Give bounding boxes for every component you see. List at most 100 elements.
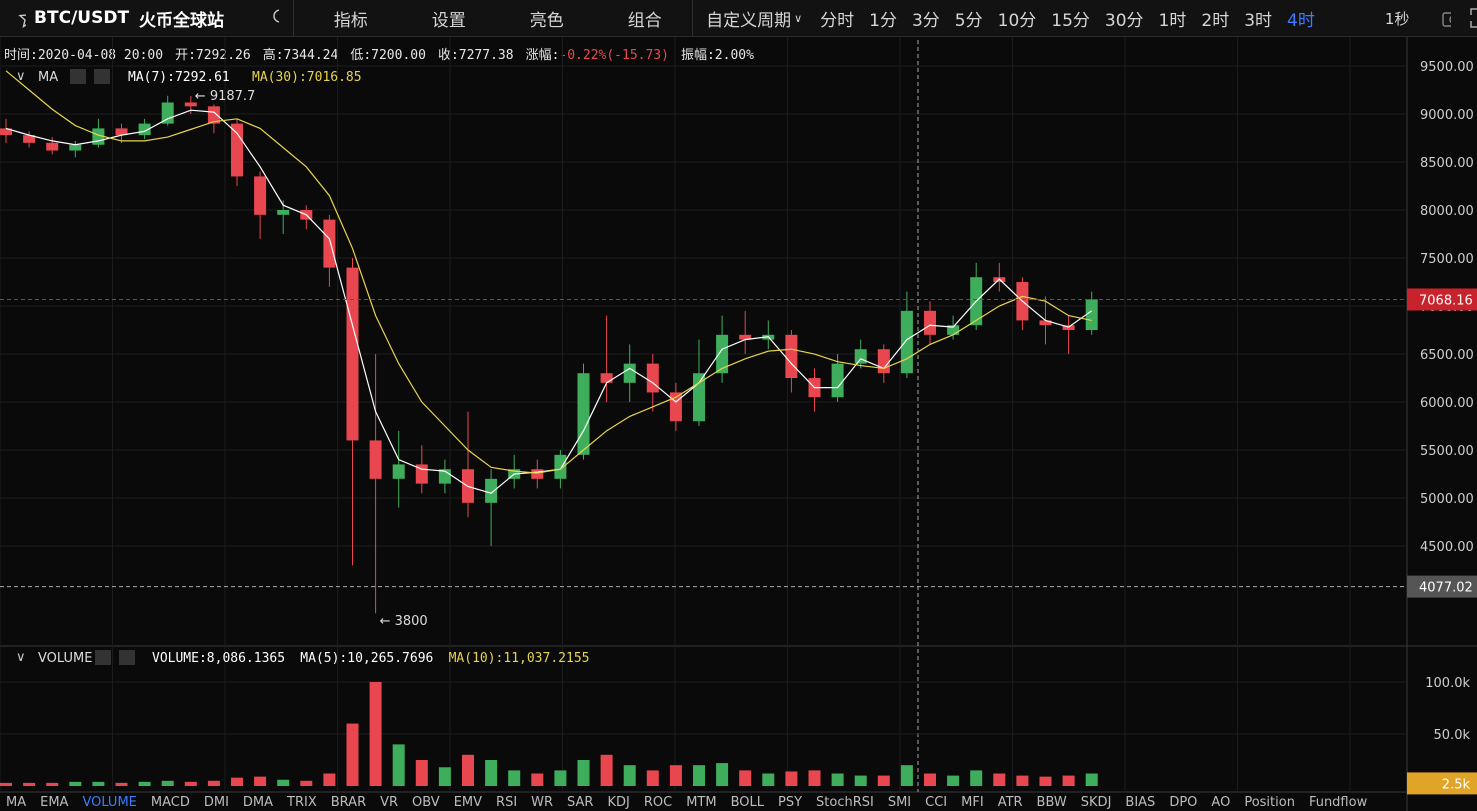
period[interactable]: 4时 [1287, 10, 1315, 31]
annotation: ← 3800 [380, 614, 428, 629]
tool-button[interactable]: 组合 [627, 10, 662, 31]
volume-bar [577, 759, 590, 786]
legend-icon [119, 650, 135, 665]
period[interactable]: 15分 [1051, 10, 1090, 31]
candle-body [1085, 299, 1098, 331]
indicator-tab[interactable]: RSI [496, 795, 518, 810]
tool-button[interactable]: 指标 [333, 10, 368, 31]
volume-bar [300, 780, 313, 786]
last-volume-box [1407, 772, 1477, 795]
indicator-tab[interactable]: CCI [925, 795, 948, 810]
period[interactable]: 3时 [1244, 10, 1273, 31]
candle-body [877, 349, 890, 374]
info-label: 低: [350, 48, 372, 63]
volume-bar [854, 775, 867, 786]
candle-body [115, 128, 128, 136]
indicator-tab[interactable]: DMI [203, 795, 229, 810]
period[interactable]: 分时 [820, 10, 855, 31]
candle-body [808, 378, 821, 398]
period[interactable]: 2时 [1201, 10, 1230, 31]
fullscreen-icon[interactable] [1469, 7, 1477, 29]
period[interactable]: 3分 [911, 10, 940, 31]
indicator-tab[interactable]: EMA [40, 795, 69, 810]
legend-icon [94, 69, 110, 84]
period[interactable]: 1分 [869, 10, 897, 31]
indicator-tab[interactable]: BRAR [330, 795, 367, 810]
indicator-tab[interactable]: SMI [887, 795, 912, 810]
crosshair-box [1407, 575, 1477, 598]
indicator-tab[interactable]: MACD [150, 795, 190, 810]
indicator-tab[interactable]: OBV [412, 795, 440, 810]
indicator-tab[interactable]: EMV [453, 795, 483, 810]
indicator-tab[interactable]: DMA [242, 795, 274, 810]
info-item: 低:7200.00 [350, 44, 426, 63]
period[interactable]: 5分 [954, 10, 983, 31]
y-tick-label: 7500.00 [1420, 252, 1474, 267]
crosshair-label: 4077.02 [1419, 581, 1473, 596]
info-value: 7277.38 [458, 48, 514, 63]
period[interactable]: 10分 [997, 10, 1037, 31]
indicator-tab[interactable]: BBW [1036, 795, 1067, 810]
indicator-tab[interactable]: PSY [777, 795, 803, 810]
volume-bar [785, 771, 798, 786]
period[interactable]: 30分 [1104, 10, 1144, 31]
search-icon[interactable] [272, 8, 280, 28]
info-item: 开:7292.26 [175, 44, 251, 63]
indicator-tab[interactable]: ATR [997, 795, 1023, 810]
tool-button[interactable]: 设置 [431, 10, 466, 31]
volume-bar [438, 767, 451, 786]
indicator-tab[interactable]: StochRSI [816, 795, 874, 810]
indicator-tab[interactable]: BOLL [730, 795, 764, 810]
indicator-tab[interactable]: KDJ [607, 795, 630, 810]
candle-body [646, 363, 659, 393]
tool-buttons: 指标 设置 亮色 组合 [308, 6, 662, 31]
indicator-tab[interactable]: MTM [686, 795, 717, 810]
indicator-tab[interactable]: WR [531, 795, 554, 810]
info-item: 振幅:2.00% [681, 44, 754, 63]
star-icon[interactable] [18, 7, 27, 29]
info-value: 7292.26 [195, 48, 251, 63]
indicator-tab[interactable]: SKDJ [1080, 795, 1112, 810]
symbol[interactable]: BTC/USDT [34, 8, 130, 28]
last-price-box [1407, 288, 1477, 311]
legend-title: VOLUME [38, 651, 92, 666]
candle-body [92, 128, 105, 145]
legend-item: VOLUME:8,086.1365 [152, 651, 285, 666]
indicator-tab[interactable]: VOLUME [82, 795, 137, 810]
legend-title: MA [38, 70, 58, 85]
volume-bar [46, 782, 59, 786]
ma-line [5, 70, 1092, 474]
custom-period[interactable]: 自定义周期 [706, 10, 792, 31]
y-tick-label: 6000.00 [1420, 396, 1474, 411]
indicator-tab[interactable]: Position [1244, 795, 1295, 810]
indicator-tab[interactable]: Fundflow [1308, 795, 1368, 810]
candle-body [947, 325, 960, 335]
candle-body [508, 469, 521, 479]
indicator-tab[interactable]: AO [1211, 795, 1231, 810]
period[interactable]: 1时 [1158, 10, 1187, 31]
volume-bar [277, 779, 290, 786]
volume-bar [231, 777, 243, 786]
candle-body [716, 334, 729, 374]
volume-bar [1062, 775, 1075, 786]
indicator-tab[interactable]: TRIX [287, 795, 317, 810]
indicator-tab[interactable]: MA [6, 795, 27, 810]
indicator-tab[interactable]: BIAS [1125, 795, 1156, 810]
indicator-tab[interactable]: ROC [643, 795, 673, 810]
candle-body [785, 334, 798, 379]
candle-body [831, 363, 844, 398]
candle-body [23, 135, 36, 143]
indicator-tab[interactable]: MFI [961, 795, 984, 810]
candle-body [554, 454, 567, 479]
tool-button[interactable]: 亮色 [529, 10, 564, 31]
legend-icon [95, 650, 111, 665]
legend-item: MA(10):11,037.2155 [449, 651, 590, 666]
indicator-tab[interactable]: SAR [567, 795, 594, 810]
camera-icon[interactable] [1441, 8, 1451, 28]
candle-body [854, 349, 867, 364]
indicator-tab[interactable]: VR [380, 795, 399, 810]
indicator-tab[interactable]: DPO [1169, 795, 1198, 810]
refresh[interactable]: 1秒 [1384, 9, 1410, 28]
info-label: 时间: [4, 48, 38, 63]
legend-toggle: ∨ [16, 650, 26, 665]
